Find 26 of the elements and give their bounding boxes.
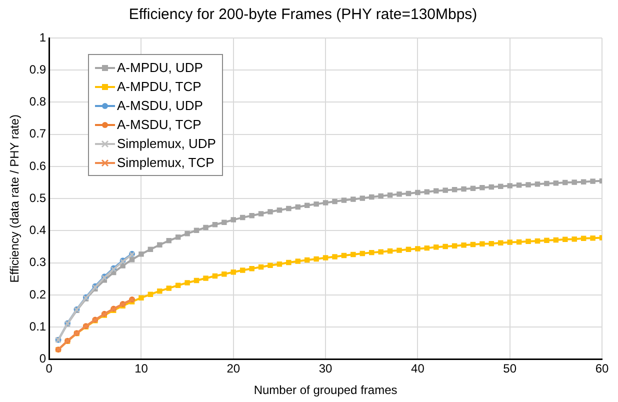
y-tick-label: 0.5 [29, 190, 46, 205]
y-tick-label: 0.1 [29, 319, 46, 334]
x-tick-label: 40 [411, 362, 425, 376]
x-tick-label: 10 [134, 362, 148, 376]
x-tick-label: 60 [595, 362, 609, 376]
legend-label: A-MSDU, TCP [117, 117, 202, 132]
legend-label: Simplemux, UDP [117, 136, 216, 151]
x-axis-title: Number of grouped frames [254, 383, 398, 398]
y-tick-label: 0.7 [29, 126, 46, 141]
legend-label: Simplemux, TCP [117, 155, 214, 170]
legend-label: A-MPDU, TCP [117, 79, 202, 94]
x-tick-label: 30 [318, 362, 333, 376]
legend-label: A-MSDU, UDP [117, 98, 203, 113]
y-tick-label: 0.6 [29, 158, 46, 173]
chart-title: Efficiency for 200-byte Frames (PHY rate=130Mbps) [128, 6, 478, 24]
x-tick-label: 20 [226, 362, 240, 376]
y-axis-title: Efficiency (data rate / PHY rate) [8, 114, 22, 283]
y-tick-label: 1 [39, 30, 46, 44]
y-tick-label: 0 [39, 352, 46, 366]
y-tick-label: 0.9 [29, 62, 46, 76]
y-tick-label: 0.8 [29, 94, 46, 109]
y-tick-label: 0.3 [29, 255, 46, 270]
legend-label: A-MPDU, UDP [117, 60, 203, 75]
y-tick-label: 0.2 [29, 287, 46, 302]
y-tick-label: 0.4 [29, 223, 46, 238]
x-tick-label: 50 [503, 362, 517, 376]
